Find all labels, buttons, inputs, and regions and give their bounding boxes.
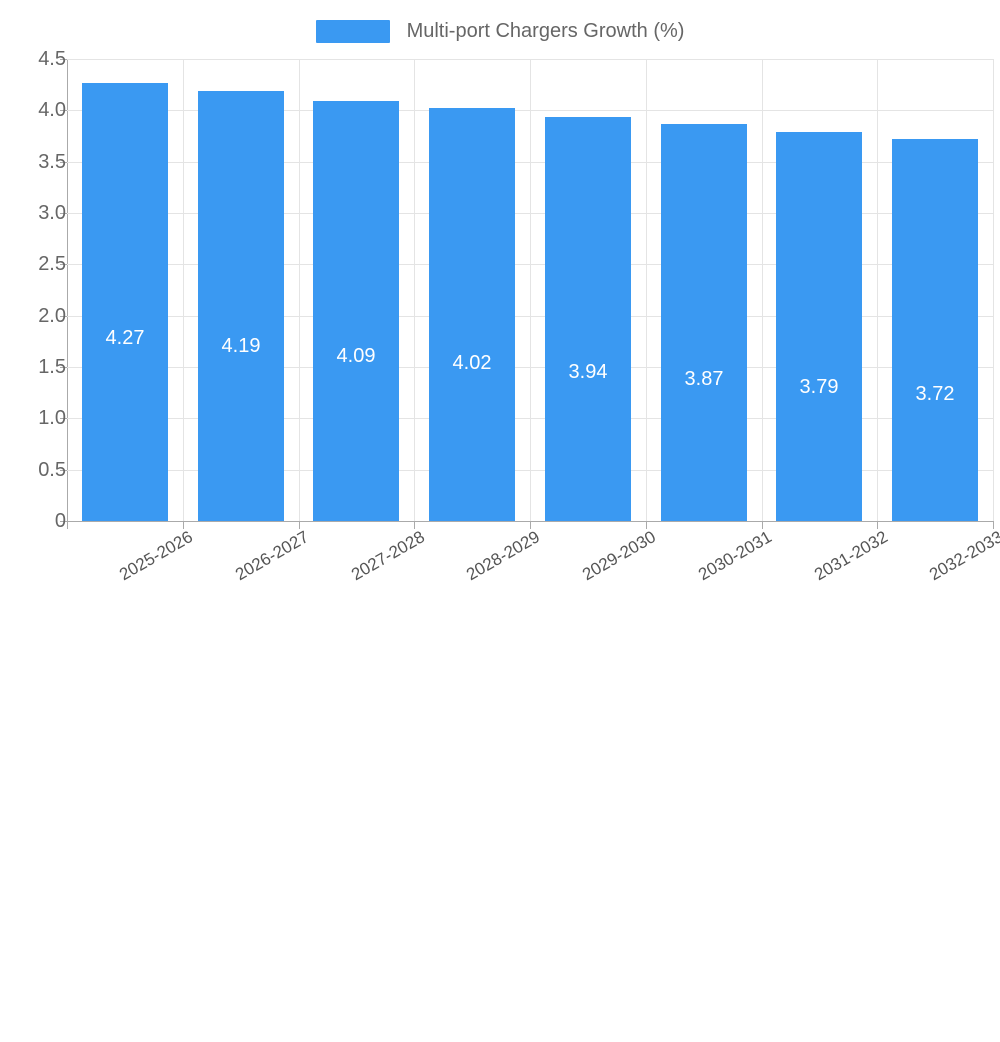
bar[interactable]: 4.27 bbox=[82, 82, 168, 521]
gridline-vertical bbox=[414, 59, 415, 521]
y-axis-tick-label: 4.0 bbox=[38, 99, 66, 122]
bar[interactable]: 3.72 bbox=[892, 139, 978, 521]
bar-value-label: 3.87 bbox=[684, 367, 724, 390]
x-axis-tick-mark bbox=[67, 521, 68, 529]
y-axis-tick-label: 4.5 bbox=[38, 48, 66, 70]
y-axis-line bbox=[67, 59, 68, 521]
x-axis-tick-mark bbox=[762, 521, 763, 529]
gridline-vertical bbox=[762, 59, 763, 521]
y-axis-tick-mark bbox=[60, 315, 67, 317]
bar-value-label: 3.79 bbox=[799, 375, 839, 398]
x-axis-tick-mark bbox=[414, 521, 415, 529]
bar-value-label: 4.27 bbox=[105, 326, 145, 349]
y-axis-tick-label: 2.5 bbox=[38, 253, 66, 276]
bar-value-label: 3.72 bbox=[915, 383, 955, 406]
x-axis-tick-mark bbox=[877, 521, 878, 529]
y-axis-tick-mark bbox=[60, 264, 67, 266]
y-axis-tick-mark bbox=[60, 59, 67, 60]
bar-value-label: 4.09 bbox=[336, 345, 376, 368]
x-axis-tick-label: 2029-2030 bbox=[579, 527, 659, 585]
y-axis-tick-mark bbox=[60, 161, 67, 163]
x-axis-tick-label: 2032-2033 bbox=[926, 527, 1000, 585]
bar-value-label: 3.94 bbox=[568, 360, 608, 383]
bar[interactable]: 4.02 bbox=[429, 108, 515, 521]
y-axis-tick-label: 2.0 bbox=[38, 304, 66, 327]
bar-value-label: 4.02 bbox=[452, 352, 492, 375]
bar[interactable]: 4.19 bbox=[198, 90, 284, 521]
bar[interactable]: 3.79 bbox=[776, 131, 862, 521]
legend-label: Multi-port Chargers Growth (%) bbox=[406, 20, 685, 42]
x-axis-tick-mark bbox=[530, 521, 531, 529]
x-axis-tick-mark bbox=[183, 521, 184, 529]
chart-legend: Multi-port Chargers Growth (%) bbox=[0, 14, 1000, 48]
gridline-vertical bbox=[646, 59, 647, 521]
gridline-vertical bbox=[993, 59, 994, 521]
y-axis-tick-mark bbox=[60, 213, 67, 214]
bar[interactable]: 3.87 bbox=[661, 123, 747, 521]
y-axis-tick-mark bbox=[60, 418, 67, 420]
y-axis-tick-mark bbox=[60, 367, 67, 368]
bar-chart: Multi-port Chargers Growth (%) 4.27 4.19 4… bbox=[0, 14, 1000, 584]
bar[interactable]: 3.94 bbox=[545, 116, 631, 521]
y-axis-tick-label: 0.5 bbox=[38, 458, 66, 481]
gridline-vertical bbox=[877, 59, 878, 521]
gridline-vertical bbox=[299, 59, 300, 521]
y-axis-tick-mark bbox=[60, 110, 67, 112]
y-axis-tick-label: 1.0 bbox=[38, 407, 66, 430]
y-axis-tick-mark bbox=[60, 469, 67, 471]
gridline-vertical bbox=[530, 59, 531, 521]
y-axis-tick-label: 0 bbox=[54, 510, 66, 532]
x-axis-tick-mark bbox=[299, 521, 300, 529]
legend-item-multi-port-chargers-growth[interactable]: Multi-port Chargers Growth (%) bbox=[315, 19, 685, 43]
y-axis-tick-label: 1.5 bbox=[38, 356, 66, 378]
bar[interactable]: 4.09 bbox=[313, 101, 399, 521]
y-axis-tick-label: 3.5 bbox=[38, 150, 66, 173]
legend-swatch-icon bbox=[315, 19, 390, 43]
bar-value-label: 4.19 bbox=[221, 334, 261, 357]
x-axis-tick-label: 2031-2032 bbox=[811, 527, 891, 585]
y-axis-tick-label: 3.0 bbox=[38, 202, 66, 224]
x-axis-tick-mark bbox=[993, 521, 994, 529]
x-axis-tick-mark bbox=[646, 521, 647, 529]
gridline-vertical bbox=[183, 59, 184, 521]
y-axis-tick-mark bbox=[60, 521, 67, 522]
plot-area: 4.27 4.19 4.09 4.02 3.94 3.87 3.79 3.72 bbox=[67, 59, 994, 522]
